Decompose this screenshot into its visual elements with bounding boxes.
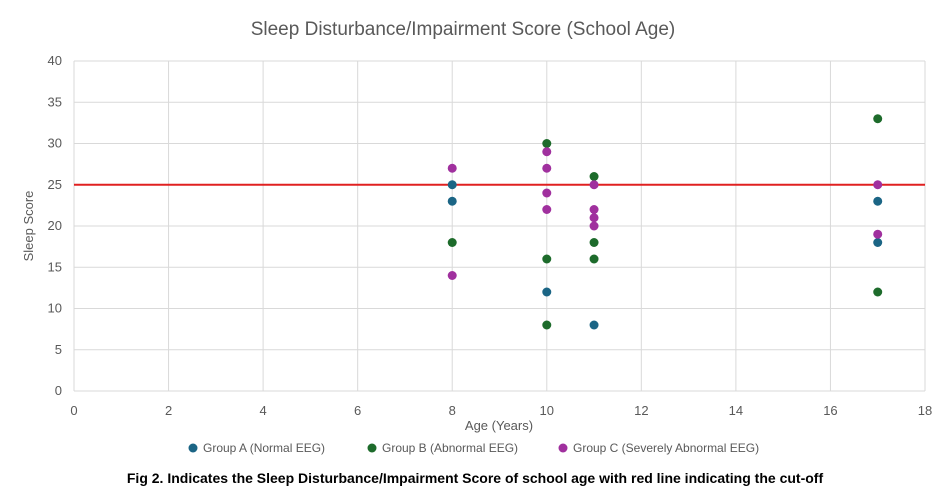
data-point: [873, 196, 883, 206]
legend-label: Group B (Abnormal EEG): [382, 441, 518, 455]
y-tick-label: 25: [48, 177, 62, 192]
data-point: [589, 254, 599, 264]
y-tick-label: 30: [48, 136, 62, 151]
y-tick-label: 35: [48, 94, 62, 109]
x-axis-title: Age (Years): [465, 418, 533, 433]
x-tick-label: 16: [823, 403, 837, 418]
x-tick-label: 12: [634, 403, 648, 418]
legend-marker: [558, 443, 568, 453]
y-tick-label: 15: [48, 259, 62, 274]
data-point: [542, 188, 552, 198]
data-point: [873, 180, 883, 190]
data-point: [873, 114, 883, 124]
y-tick-label: 5: [55, 342, 62, 357]
x-tick-label: 18: [918, 403, 932, 418]
data-point: [589, 238, 599, 247]
x-tick-label: 14: [729, 403, 743, 418]
data-point: [873, 238, 883, 247]
grid: [73, 60, 926, 392]
x-tick-label: 8: [449, 403, 456, 418]
y-axis-title: Sleep Score: [21, 191, 36, 262]
legend-marker: [188, 443, 198, 453]
legend-label: Group C (Severely Abnormal EEG): [573, 441, 759, 455]
data-point: [447, 180, 457, 190]
x-tick-label: 4: [259, 403, 266, 418]
x-tick-label: 0: [70, 403, 77, 418]
legend-label: Group A (Normal EEG): [203, 441, 325, 455]
data-point: [447, 271, 457, 280]
y-tick-label: 0: [55, 383, 62, 398]
y-tick-label: 20: [48, 218, 62, 233]
data-point: [447, 238, 457, 247]
axis-ticks: 0 5 10 15 20 25 30 35 40 0 2 4 6 8 10 12 14 16 18: [48, 53, 933, 418]
data-point: [589, 180, 599, 190]
data-point: [589, 221, 599, 231]
data-point: [589, 205, 599, 214]
data-point: [542, 320, 552, 330]
data-point: [447, 163, 457, 173]
chart-title: Sleep Disturbance/Impairment Score (Scho…: [251, 19, 676, 40]
data-point: [447, 196, 457, 206]
data-point: [542, 147, 552, 157]
legend: Group A (Normal EEG) Group B (Abnormal EE…: [188, 441, 759, 455]
scatter-chart: Sleep Disturbance/Impairment Score (Scho…: [21, 19, 933, 455]
x-tick-label: 6: [354, 403, 361, 418]
data-point: [542, 254, 552, 264]
figure-caption: Fig 2. Indicates the Sleep Disturbance/I…: [126, 470, 824, 486]
data-point: [873, 287, 883, 297]
data-point: [542, 205, 552, 214]
x-tick-label: 2: [165, 403, 172, 418]
data-points: [447, 114, 883, 330]
x-tick-label: 10: [540, 403, 554, 418]
data-point: [542, 163, 552, 173]
data-point: [542, 139, 552, 148]
data-point: [542, 287, 552, 297]
y-tick-label: 10: [48, 301, 62, 316]
data-point: [589, 213, 599, 223]
data-point: [589, 172, 599, 181]
data-point: [589, 320, 599, 330]
y-tick-label: 40: [48, 53, 62, 68]
data-point: [873, 229, 883, 239]
legend-marker: [367, 443, 377, 453]
